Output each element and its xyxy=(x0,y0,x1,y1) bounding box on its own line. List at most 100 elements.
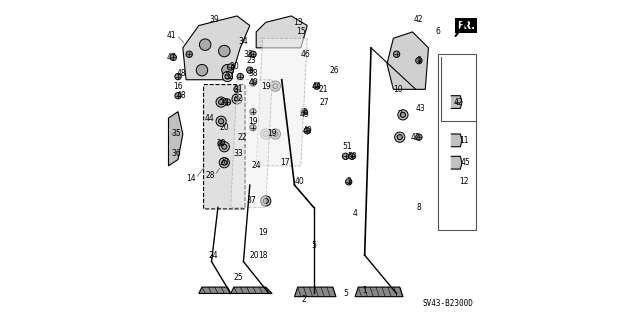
Circle shape xyxy=(246,67,253,73)
Circle shape xyxy=(200,39,211,50)
Text: 24: 24 xyxy=(252,161,261,170)
Polygon shape xyxy=(199,287,230,293)
Text: 3: 3 xyxy=(346,177,351,186)
Text: 45: 45 xyxy=(460,158,470,167)
Polygon shape xyxy=(230,80,272,207)
Text: 16: 16 xyxy=(173,82,183,91)
Circle shape xyxy=(234,96,239,101)
Circle shape xyxy=(416,57,422,64)
Text: 23: 23 xyxy=(246,56,256,65)
Circle shape xyxy=(304,128,310,134)
Circle shape xyxy=(219,158,229,168)
Polygon shape xyxy=(256,38,307,166)
Text: 49: 49 xyxy=(299,110,309,119)
Circle shape xyxy=(219,142,229,152)
Text: 38: 38 xyxy=(248,69,258,78)
Circle shape xyxy=(401,112,406,117)
Polygon shape xyxy=(256,16,307,48)
Circle shape xyxy=(250,51,256,57)
Circle shape xyxy=(225,74,230,79)
Text: 46: 46 xyxy=(301,50,310,59)
Circle shape xyxy=(273,131,278,137)
Circle shape xyxy=(175,93,181,99)
Text: 42: 42 xyxy=(454,98,463,107)
Text: 29: 29 xyxy=(216,139,226,148)
Circle shape xyxy=(270,129,280,139)
Circle shape xyxy=(222,71,232,82)
Text: 42: 42 xyxy=(414,15,424,24)
Polygon shape xyxy=(183,16,250,80)
Text: 44: 44 xyxy=(205,114,215,122)
Text: 33: 33 xyxy=(234,149,244,158)
Text: 49: 49 xyxy=(302,126,312,135)
Circle shape xyxy=(398,110,408,120)
Circle shape xyxy=(270,81,280,91)
Text: 49: 49 xyxy=(248,78,258,87)
Polygon shape xyxy=(451,96,462,108)
Circle shape xyxy=(224,99,230,105)
Text: 38: 38 xyxy=(243,50,253,59)
Text: 19: 19 xyxy=(261,82,271,91)
Circle shape xyxy=(218,100,223,105)
Text: 43: 43 xyxy=(415,104,426,113)
Circle shape xyxy=(175,73,181,80)
Text: 6: 6 xyxy=(436,27,440,36)
Circle shape xyxy=(218,140,224,147)
FancyBboxPatch shape xyxy=(204,85,245,209)
Text: 18: 18 xyxy=(258,251,268,260)
Circle shape xyxy=(250,124,256,131)
Text: 19: 19 xyxy=(248,117,258,126)
Text: 26: 26 xyxy=(330,66,339,75)
Circle shape xyxy=(221,160,227,165)
Circle shape xyxy=(346,179,352,185)
Text: 28: 28 xyxy=(205,171,214,180)
Text: 40: 40 xyxy=(294,177,304,186)
Text: SV43-B2300D: SV43-B2300D xyxy=(422,299,473,308)
Circle shape xyxy=(349,153,355,160)
Circle shape xyxy=(170,54,177,61)
Text: 9: 9 xyxy=(417,56,421,65)
Circle shape xyxy=(301,108,307,115)
Circle shape xyxy=(216,97,226,107)
Text: 20: 20 xyxy=(220,123,229,132)
Circle shape xyxy=(314,83,320,89)
Text: 50: 50 xyxy=(347,152,356,161)
Circle shape xyxy=(260,129,271,139)
Circle shape xyxy=(263,131,268,137)
Circle shape xyxy=(395,132,405,142)
Text: 27: 27 xyxy=(320,98,330,107)
Text: 34: 34 xyxy=(239,37,248,46)
Circle shape xyxy=(416,134,422,140)
Text: 13: 13 xyxy=(293,18,303,27)
Polygon shape xyxy=(387,32,428,89)
Text: 44: 44 xyxy=(312,82,322,91)
Circle shape xyxy=(394,51,400,57)
Circle shape xyxy=(397,135,403,140)
Text: 19: 19 xyxy=(268,130,277,138)
Text: 8: 8 xyxy=(417,203,421,212)
Text: 30: 30 xyxy=(229,63,239,71)
Text: 14: 14 xyxy=(186,174,196,183)
Text: 24: 24 xyxy=(209,251,218,260)
Circle shape xyxy=(221,64,233,76)
Text: 48: 48 xyxy=(177,91,186,100)
Text: 1: 1 xyxy=(362,286,367,295)
Text: 31: 31 xyxy=(234,85,243,94)
Text: 41: 41 xyxy=(167,31,177,40)
Text: 22: 22 xyxy=(237,133,246,142)
Text: 10: 10 xyxy=(394,85,403,94)
Text: 42: 42 xyxy=(411,133,420,142)
Circle shape xyxy=(186,51,193,57)
Circle shape xyxy=(273,84,278,89)
Circle shape xyxy=(263,198,268,204)
Text: FR.: FR. xyxy=(457,20,475,31)
Circle shape xyxy=(454,99,460,105)
Text: 4: 4 xyxy=(353,209,358,218)
Circle shape xyxy=(227,64,234,70)
Polygon shape xyxy=(294,287,336,297)
Text: 48: 48 xyxy=(177,69,186,78)
Text: 20: 20 xyxy=(220,158,229,167)
Text: 32: 32 xyxy=(234,94,243,103)
Polygon shape xyxy=(451,134,462,147)
Circle shape xyxy=(342,153,349,160)
